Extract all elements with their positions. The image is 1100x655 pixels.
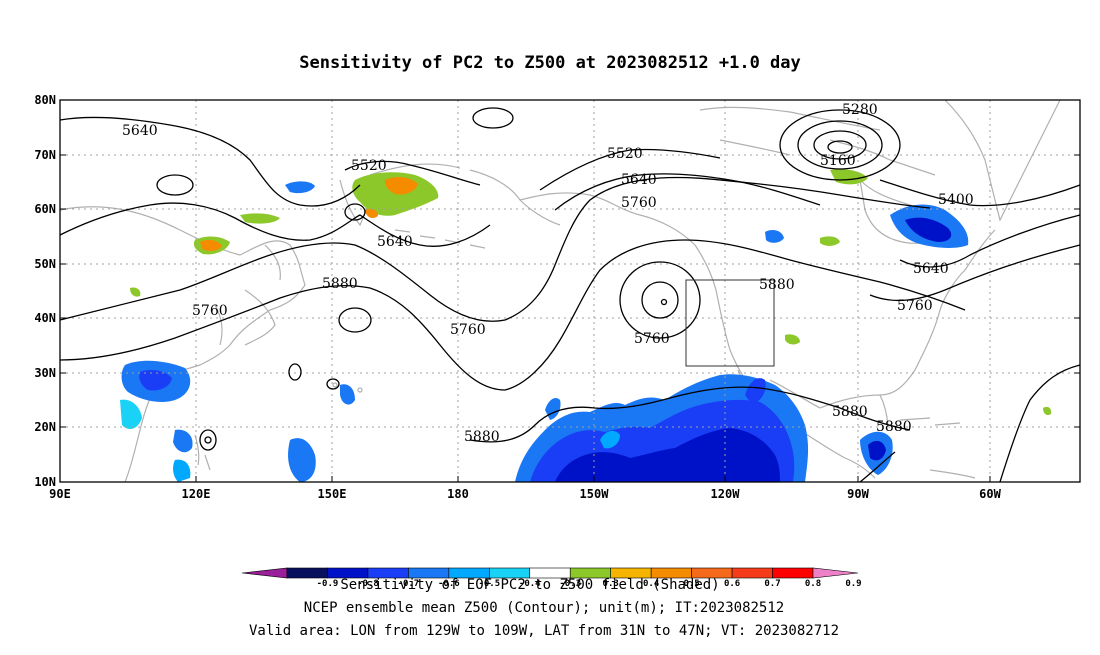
lon-label: 150W <box>580 487 610 501</box>
colorbar-tick-label: -0.4 <box>519 579 541 589</box>
colorbar-tick-label: 0.4 <box>643 579 660 589</box>
lat-label: 10N <box>34 475 56 489</box>
colorbar-tick-label: -0.5 <box>478 579 500 589</box>
colorbar-tick-label: -0.6 <box>438 579 460 589</box>
map-border <box>59 99 1081 483</box>
sensitivity-shading <box>120 169 1052 482</box>
contour-label: 5880 <box>759 277 795 293</box>
z500-contours <box>59 107 1081 483</box>
contour-label: 5880 <box>876 419 912 435</box>
colorbar-tick-label: -0.9 <box>317 579 339 589</box>
colorbar-segment <box>731 567 773 579</box>
contour-label: 5880 <box>322 276 358 292</box>
map-title: Sensitivity of PC2 to Z500 at 2023082512… <box>299 53 801 73</box>
contour-label: 5640 <box>122 123 158 139</box>
caption-shaded: Sensitivity of EOF PC2 to Z500 field (Sh… <box>340 577 719 593</box>
contour-label: 5640 <box>621 172 657 188</box>
tick-marks <box>60 154 1080 482</box>
colorbar-tick-label: 0.5 <box>683 579 699 589</box>
colorbar-tick-label: 0.8 <box>805 579 821 589</box>
lon-label: 90W <box>847 487 869 501</box>
lon-label: 60W <box>979 487 1001 501</box>
colorbar-tick-label: 0.6 <box>724 579 740 589</box>
colorbar <box>241 567 859 579</box>
contour-label: 5520 <box>607 146 643 162</box>
lon-label: 120E <box>182 487 211 501</box>
lat-label: 30N <box>34 366 56 380</box>
contour-label: 5760 <box>192 303 228 319</box>
contour-label: 5640 <box>377 234 413 250</box>
colorbar-tick-label: 0.9 <box>845 579 861 589</box>
colorbar-tick-label: -0.3 <box>559 579 581 589</box>
contour-label: 5280 <box>842 102 878 118</box>
contour-label: 5760 <box>450 322 486 338</box>
contour-label: 5520 <box>351 158 387 174</box>
contour-label: 5880 <box>832 404 868 420</box>
colorbar-segment <box>286 567 328 579</box>
contour-label: 5400 <box>938 192 974 208</box>
colorbar-tick-label: 0.7 <box>764 579 780 589</box>
contour-label: 5160 <box>820 153 856 169</box>
valid-area-box <box>685 279 775 367</box>
colorbar-tick-label: -0.7 <box>398 579 420 589</box>
colorbar-tick-label: -0.8 <box>357 579 379 589</box>
colorbar-segment <box>241 567 288 579</box>
lon-label: 90E <box>49 487 71 501</box>
colorbar-tick-labels: -0.9 -0.8 -0.7 -0.6 -0.5 -0.4 -0.3 0.3 0.4 0.5 0.6… <box>317 579 862 589</box>
colorbar-segment <box>812 567 859 579</box>
colorbar-segment <box>772 567 814 579</box>
contour-label: 5760 <box>634 331 670 347</box>
contour-label: 5760 <box>897 298 933 314</box>
lat-label: 70N <box>34 148 56 162</box>
contour-label: 5880 <box>464 429 500 445</box>
lat-label: 80N <box>34 93 56 107</box>
lon-label: 150E <box>318 487 347 501</box>
lat-label: 20N <box>34 420 56 434</box>
lon-labels: 90E 120E 150E 180 150W 120W 90W 60W <box>49 487 1001 501</box>
colorbar-tick-label: 0.3 <box>603 579 619 589</box>
contour-label-group: 5640 5520 5640 5760 5880 5760 5520 5640 … <box>122 102 974 445</box>
lat-label: 40N <box>34 311 56 325</box>
lon-label: 120W <box>711 487 741 501</box>
caption-valid-area: Valid area: LON from 129W to 109W, LAT f… <box>249 623 839 639</box>
lat-labels: 80N 70N 60N 50N 40N 30N 20N 10N <box>34 93 56 489</box>
contour-label: 5760 <box>621 195 657 211</box>
lon-label: 180 <box>447 487 469 501</box>
lat-label: 50N <box>34 257 56 271</box>
caption-contour: NCEP ensemble mean Z500 (Contour); unit(… <box>304 600 784 616</box>
contour-label: 5640 <box>913 261 949 277</box>
lat-label: 60N <box>34 202 56 216</box>
